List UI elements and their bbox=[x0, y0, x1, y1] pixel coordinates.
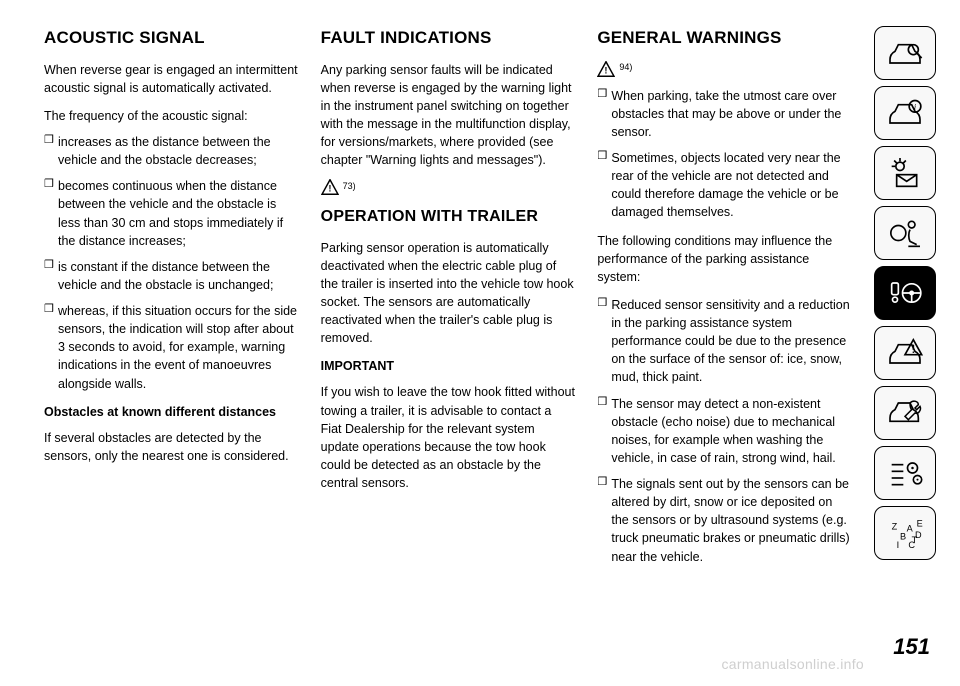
col3-p1: The following conditions may influence t… bbox=[597, 232, 852, 286]
car-warning-icon bbox=[885, 334, 925, 372]
sidebar-item-safety[interactable] bbox=[874, 206, 936, 260]
warning-reference-row: ! 94) bbox=[597, 61, 852, 77]
sidebar-thumb-index: i bbox=[874, 26, 942, 686]
col2-p1: Any parking sensor faults will be indica… bbox=[321, 61, 576, 170]
list-item: When parking, take the utmost care over … bbox=[597, 87, 852, 141]
svg-text:i: i bbox=[914, 103, 917, 112]
warning-triangle-icon: ! bbox=[321, 179, 339, 195]
sidebar-item-know-vehicle[interactable] bbox=[874, 26, 936, 80]
list-item: becomes continuous when the distance bet… bbox=[44, 177, 299, 250]
list-item: Reduced sensor sensitivity and a reducti… bbox=[597, 296, 852, 387]
letters-icon: Z B C D E A I T bbox=[885, 514, 925, 552]
svg-text:B: B bbox=[900, 532, 906, 542]
warning-reference-row: ! 73) bbox=[321, 179, 576, 195]
col2-heading-2: OPERATION WITH TRAILER bbox=[321, 205, 576, 228]
car-info-icon: i bbox=[885, 94, 925, 132]
svg-text:I: I bbox=[897, 540, 900, 550]
col3-heading: GENERAL WARNINGS bbox=[597, 26, 852, 51]
svg-text:!: ! bbox=[605, 65, 608, 75]
list-item: The signals sent out by the sensors can … bbox=[597, 475, 852, 566]
col3-bullets-2: Reduced sensor sensitivity and a reducti… bbox=[597, 296, 852, 566]
car-wrench-icon bbox=[885, 394, 925, 432]
column-3: GENERAL WARNINGS ! 94) When parking, tak… bbox=[597, 26, 852, 686]
svg-text:E: E bbox=[917, 518, 923, 528]
col1-heading: ACOUSTIC SIGNAL bbox=[44, 26, 299, 51]
column-1: ACOUSTIC SIGNAL When reverse gear is eng… bbox=[44, 26, 299, 686]
col1-subheading: Obstacles at known different distances bbox=[44, 403, 299, 421]
warning-ref-number: 94) bbox=[619, 61, 632, 74]
list-gears-icon bbox=[885, 454, 925, 492]
list-item: is constant if the distance between the … bbox=[44, 258, 299, 294]
sidebar-item-emergency[interactable] bbox=[874, 326, 936, 380]
col1-p1: When reverse gear is engaged an intermit… bbox=[44, 61, 299, 97]
list-item: The sensor may detect a non-existent obs… bbox=[597, 395, 852, 468]
sidebar-item-know-info[interactable]: i bbox=[874, 86, 936, 140]
col2-subheading: IMPORTANT bbox=[321, 357, 576, 375]
col2-heading: FAULT INDICATIONS bbox=[321, 26, 576, 51]
warning-triangle-icon: ! bbox=[597, 61, 615, 77]
col2-p2: Parking sensor operation is automaticall… bbox=[321, 239, 576, 348]
svg-text:A: A bbox=[907, 523, 914, 533]
svg-text:Z: Z bbox=[892, 522, 898, 532]
col1-p2: The frequency of the acoustic signal: bbox=[44, 107, 299, 125]
airbag-seat-icon bbox=[885, 214, 925, 252]
col2-p3: If you wish to leave the tow hook fitted… bbox=[321, 383, 576, 492]
col1-p3: If several obstacles are detected by the… bbox=[44, 429, 299, 465]
svg-text:!: ! bbox=[328, 184, 331, 194]
column-2: FAULT INDICATIONS Any parking sensor fau… bbox=[321, 26, 576, 686]
col1-bullets: increases as the distance between the ve… bbox=[44, 133, 299, 393]
page: ACOUSTIC SIGNAL When reverse gear is eng… bbox=[0, 0, 960, 686]
sidebar-item-technical-data[interactable] bbox=[874, 446, 936, 500]
watermark: carmanualsonline.info bbox=[722, 656, 865, 672]
light-mail-icon bbox=[885, 154, 925, 192]
warning-ref-number: 73) bbox=[343, 180, 356, 193]
sidebar-item-starting-driving[interactable] bbox=[874, 266, 936, 320]
list-item: increases as the distance between the ve… bbox=[44, 133, 299, 169]
sidebar-item-maintenance[interactable] bbox=[874, 386, 936, 440]
sidebar-item-index[interactable]: Z B C D E A I T bbox=[874, 506, 936, 560]
list-item: whereas, if this situation occurs for th… bbox=[44, 302, 299, 393]
col3-bullets-1: When parking, take the utmost care over … bbox=[597, 87, 852, 222]
sidebar-item-lights-messages[interactable] bbox=[874, 146, 936, 200]
page-number: 151 bbox=[893, 634, 930, 660]
key-steering-icon bbox=[885, 274, 925, 312]
svg-text:T: T bbox=[912, 535, 918, 545]
car-magnify-icon bbox=[885, 34, 925, 72]
list-item: Sometimes, objects located very near the… bbox=[597, 149, 852, 222]
